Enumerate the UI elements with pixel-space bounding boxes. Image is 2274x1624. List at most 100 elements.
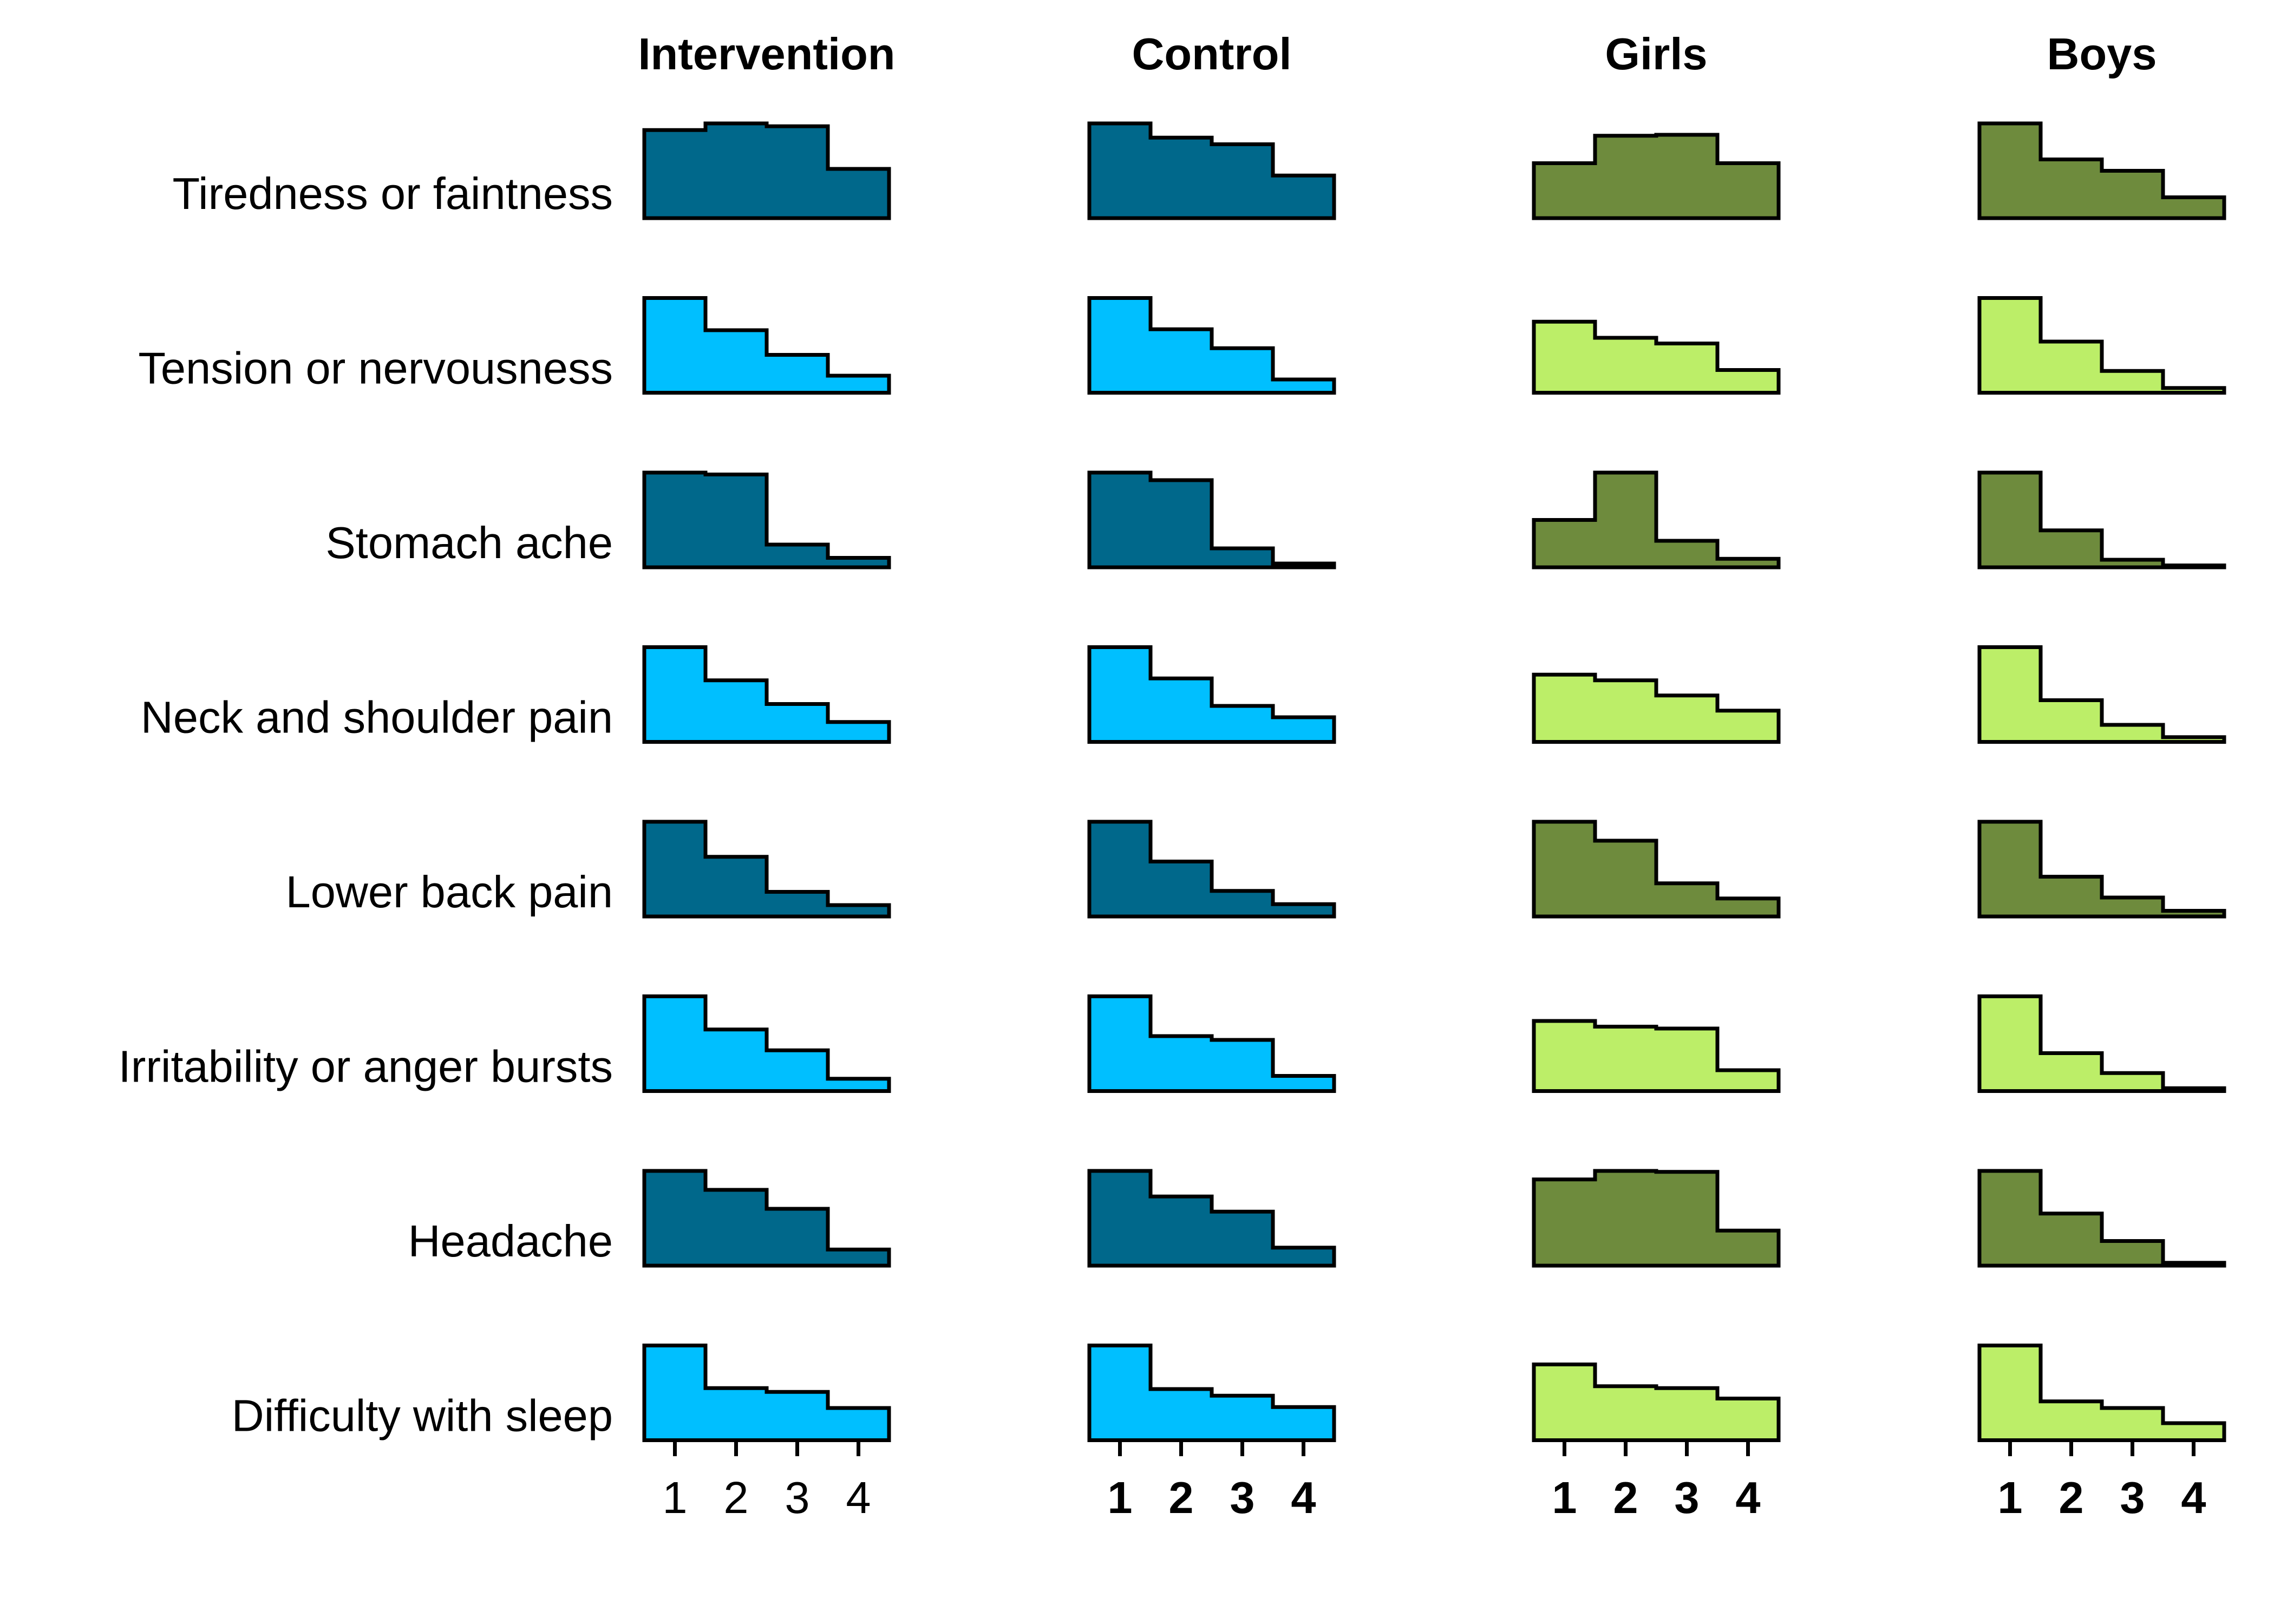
panel-tiredness-or-faintness-control	[1087, 121, 1336, 220]
tick-label-3: 3	[785, 1472, 809, 1523]
histogram-step-outline	[1087, 1344, 1336, 1442]
histogram-step-outline	[642, 1344, 891, 1442]
row-label-headache: Headache	[408, 1216, 613, 1266]
panel-irritability-or-anger-bursts-intervention	[642, 994, 891, 1093]
histogram-step-outline	[1977, 1344, 2226, 1442]
histogram-step-outline	[1087, 645, 1336, 744]
panel-stomach-ache-girls	[1532, 470, 1781, 569]
tick-label-2: 2	[723, 1472, 748, 1523]
histogram-step-outline	[1087, 296, 1336, 395]
panel-difficulty-with-sleep-girls	[1532, 1363, 1781, 1442]
tick-label-1: 1	[1107, 1472, 1132, 1523]
panel-lower-back-pain-boys	[1977, 820, 2226, 919]
histogram-step-outline	[1532, 470, 1781, 569]
histogram-step-outline	[642, 296, 891, 395]
histogram-step-outline	[1087, 1169, 1336, 1268]
column-title-control: Control	[1132, 29, 1291, 79]
histogram-step-outline	[642, 645, 891, 744]
histogram-step-outline	[642, 121, 891, 220]
histogram-step-outline	[1532, 1363, 1781, 1442]
histogram-step-outline	[1977, 470, 2226, 569]
histogram-step-outline	[1532, 672, 1781, 744]
tick-label-4: 4	[1291, 1472, 1316, 1523]
histogram-step-outline	[1977, 994, 2226, 1093]
row-label-tiredness-or-faintness: Tiredness or faintness	[173, 168, 613, 219]
histogram-step-outline	[1977, 296, 2226, 395]
panel-tension-or-nervousness-intervention	[642, 296, 891, 395]
column-title-girls: Girls	[1605, 29, 1707, 79]
tick-label-2: 2	[1168, 1472, 1193, 1523]
panel-stomach-ache-control	[1087, 470, 1336, 569]
tick-label-4: 4	[2181, 1472, 2206, 1523]
panel-tension-or-nervousness-boys	[1977, 296, 2226, 395]
panel-stomach-ache-boys	[1977, 470, 2226, 569]
tick-label-3: 3	[1230, 1472, 1254, 1523]
tick-label-4: 4	[846, 1472, 871, 1523]
tick-label-3: 3	[1674, 1472, 1699, 1523]
panel-headache-control	[1087, 1169, 1336, 1268]
panel-neck-and-shoulder-pain-boys	[1977, 645, 2226, 744]
histogram-step-outline	[642, 820, 891, 919]
column-titles: Intervention Control Girls Boys	[638, 29, 2157, 79]
histogram-step-outline	[642, 994, 891, 1093]
panel-neck-and-shoulder-pain-control	[1087, 645, 1336, 744]
histogram-step-outline	[1532, 820, 1781, 919]
row-label-tension-or-nervousness: Tension or nervousness	[138, 343, 613, 394]
row-label-neck-and-shoulder-pain: Neck and shoulder pain	[141, 692, 613, 743]
tick-label-2: 2	[1613, 1472, 1638, 1523]
panel-lower-back-pain-control	[1087, 820, 1336, 919]
histogram-panels	[642, 121, 2226, 1442]
panel-difficulty-with-sleep-control	[1087, 1344, 1336, 1442]
panel-irritability-or-anger-bursts-girls	[1532, 1019, 1781, 1093]
row-label-irritability-or-anger-bursts: Irritability or anger bursts	[119, 1042, 613, 1092]
panel-tension-or-nervousness-control	[1087, 296, 1336, 395]
panel-tension-or-nervousness-girls	[1532, 319, 1781, 395]
panel-difficulty-with-sleep-intervention	[642, 1344, 891, 1442]
tick-label-1: 1	[1997, 1472, 2022, 1523]
histogram-step-outline	[1977, 121, 2226, 220]
row-labels: Tiredness or faintness Tension or nervous…	[119, 168, 613, 1441]
histogram-step-outline	[642, 1169, 891, 1268]
histogram-step-outline	[642, 470, 891, 569]
tick-label-1: 1	[1552, 1472, 1577, 1523]
histogram-step-outline	[1087, 470, 1336, 569]
panel-headache-intervention	[642, 1169, 891, 1268]
tick-label-2: 2	[2059, 1472, 2083, 1523]
panel-tiredness-or-faintness-boys	[1977, 121, 2226, 220]
row-label-lower-back-pain: Lower back pain	[286, 867, 613, 917]
histogram-step-outline	[1087, 994, 1336, 1093]
histogram-step-outline	[1977, 645, 2226, 744]
tick-label-3: 3	[2120, 1472, 2145, 1523]
histogram-step-outline	[1087, 121, 1336, 220]
tick-label-4: 4	[1735, 1472, 1760, 1523]
panel-neck-and-shoulder-pain-girls	[1532, 672, 1781, 744]
row-label-stomach-ache: Stomach ache	[325, 518, 613, 568]
histogram-step-outline	[1977, 820, 2226, 919]
panel-lower-back-pain-girls	[1532, 820, 1781, 919]
panel-headache-girls	[1532, 1169, 1781, 1268]
histogram-step-outline	[1087, 820, 1336, 919]
histogram-step-outline	[1532, 319, 1781, 395]
tick-label-1: 1	[662, 1472, 687, 1523]
panel-neck-and-shoulder-pain-intervention	[642, 645, 891, 744]
histogram-step-outline	[1532, 1169, 1781, 1268]
histogram-step-outline	[1532, 1019, 1781, 1093]
panel-lower-back-pain-intervention	[642, 820, 891, 919]
panel-difficulty-with-sleep-boys	[1977, 1344, 2226, 1442]
panel-irritability-or-anger-bursts-boys	[1977, 994, 2226, 1093]
panel-irritability-or-anger-bursts-control	[1087, 994, 1336, 1093]
panel-stomach-ache-intervention	[642, 470, 891, 569]
panel-tiredness-or-faintness-intervention	[642, 121, 891, 220]
histogram-step-outline	[1977, 1169, 2226, 1268]
histogram-step-outline	[1532, 133, 1781, 220]
row-label-difficulty-with-sleep: Difficulty with sleep	[232, 1391, 613, 1441]
panel-headache-boys	[1977, 1169, 2226, 1268]
panel-tiredness-or-faintness-girls	[1532, 133, 1781, 220]
column-title-intervention: Intervention	[638, 29, 896, 79]
